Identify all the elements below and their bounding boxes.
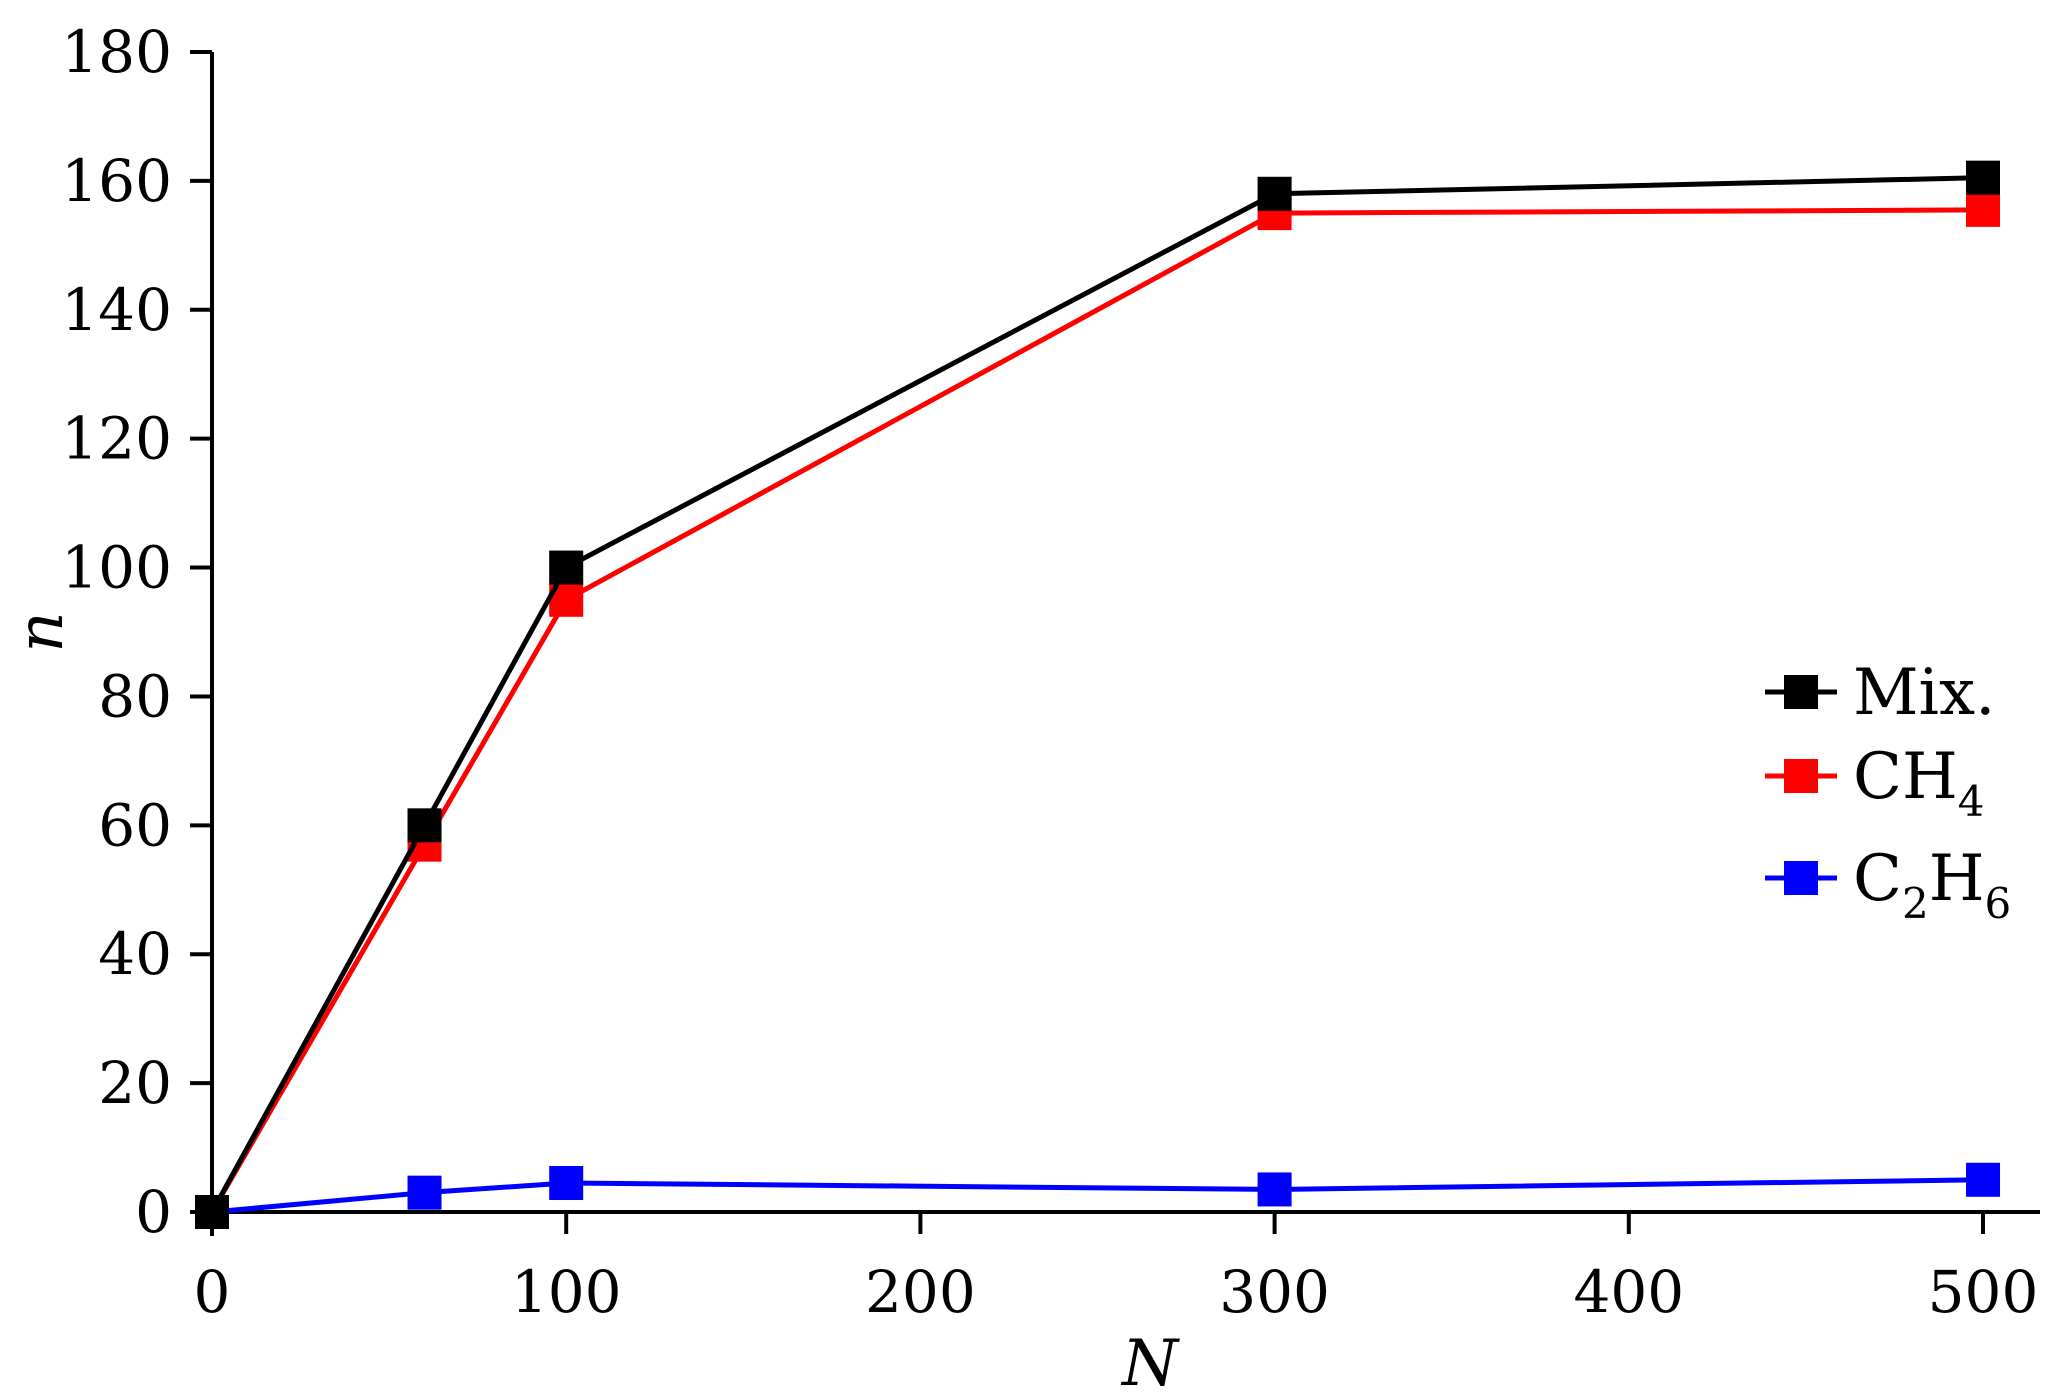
y-tick-label: 40: [98, 920, 172, 988]
y-ticks: 0 20 40 60 80 100 120 140 160 180: [61, 18, 212, 1246]
legend-label: CH4: [1853, 740, 1985, 826]
x-tick-label: 100: [511, 1258, 622, 1326]
x-tick-label: 400: [1573, 1258, 1684, 1326]
data-point: [1966, 192, 2000, 227]
y-tick-label: 180: [61, 18, 172, 86]
data-point: [1966, 160, 2000, 195]
y-tick-label: 0: [135, 1178, 172, 1246]
data-point: [549, 1166, 584, 1200]
data-point: [1257, 1172, 1292, 1207]
legend-item: Mix.: [1765, 656, 1995, 730]
y-tick-label: 140: [61, 276, 172, 344]
data-point: [1966, 1162, 2000, 1197]
legend-marker: [1784, 861, 1818, 895]
legend-marker: [1784, 759, 1818, 793]
series-2: [195, 1162, 2000, 1229]
legend-label: Mix.: [1853, 656, 1995, 730]
legend-item: CH4: [1765, 740, 1985, 826]
data-point: [1257, 176, 1292, 211]
y-axis-title: n: [4, 611, 78, 652]
series-0: [195, 160, 2000, 1229]
x-tick-label: 500: [1928, 1258, 2039, 1326]
x-tick-label: 200: [865, 1258, 976, 1326]
data-point: [407, 808, 442, 843]
y-tick-label: 80: [98, 662, 172, 730]
legend-label: C2H6: [1853, 842, 2011, 928]
axes: [210, 52, 2040, 1236]
x-tick-label: 0: [194, 1258, 231, 1326]
series-line: [211, 1177, 1984, 1215]
x-tick-label: 300: [1219, 1258, 1330, 1326]
y-tick-label: 120: [61, 405, 172, 473]
y-tick-label: 60: [98, 791, 172, 859]
series-layer: [195, 160, 2000, 1229]
y-tick-label: 160: [61, 147, 172, 215]
legend: Mix. CH4 C2H6: [1765, 656, 2011, 928]
series-1: [195, 192, 2000, 1229]
data-point: [407, 1175, 442, 1210]
data-point: [195, 1195, 229, 1229]
x-ticks: 0 100 200 300 400 500: [194, 1212, 2039, 1326]
x-axis-title: N: [1120, 1327, 1180, 1392]
y-tick-label: 100: [61, 534, 172, 602]
series-line: [209, 175, 1984, 1214]
data-point: [549, 550, 584, 585]
legend-item: C2H6: [1765, 842, 2011, 928]
y-tick-label: 20: [98, 1049, 172, 1117]
legend-marker: [1784, 675, 1818, 709]
series-line: [209, 207, 1984, 1214]
